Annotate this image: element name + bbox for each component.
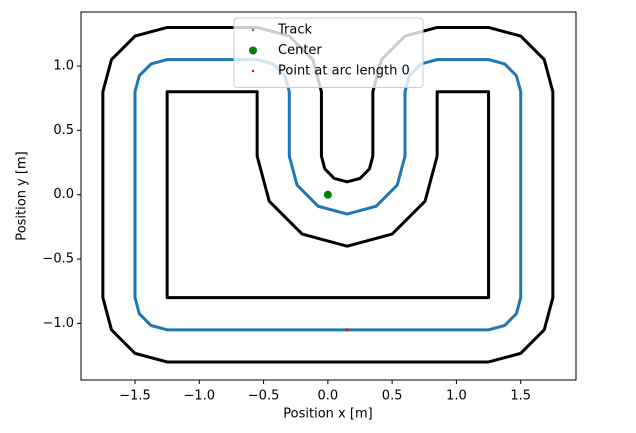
legend-marker <box>249 46 257 55</box>
x-tick-label: 1.5 <box>510 389 531 404</box>
legend-marker <box>251 28 255 32</box>
x-tick-label: −1.5 <box>119 389 151 404</box>
legend-marker <box>251 69 255 73</box>
x-axis-label: Position x [m] <box>283 407 372 422</box>
y-tick-label: 0.0 <box>53 187 74 202</box>
point <box>323 190 332 199</box>
y-tick-label: 1.0 <box>53 59 74 74</box>
legend: Track Center Point at arc length 0 <box>233 17 424 88</box>
y-tick-label: 0.5 <box>53 123 74 138</box>
legend-box <box>233 17 424 88</box>
y-axis-label: Position y [m] <box>15 151 30 240</box>
legend-label: Point at arc length 0 <box>278 64 410 79</box>
y-tick-label: −1.0 <box>42 316 74 331</box>
track-line <box>165 90 491 300</box>
x-tick-label: 0.5 <box>382 389 403 404</box>
x-tick-label: −1.0 <box>183 389 215 404</box>
y-tick-label: −0.5 <box>42 252 74 267</box>
x-tick-label: 0.0 <box>318 389 339 404</box>
track-line <box>101 25 555 364</box>
x-tick-label: 1.0 <box>446 389 467 404</box>
plot-frame <box>80 11 577 381</box>
legend-label: Center <box>278 43 322 58</box>
track-line <box>133 58 523 332</box>
point <box>345 328 349 332</box>
x-tick-label: −0.5 <box>248 389 280 404</box>
legend-label: Track <box>277 23 312 38</box>
